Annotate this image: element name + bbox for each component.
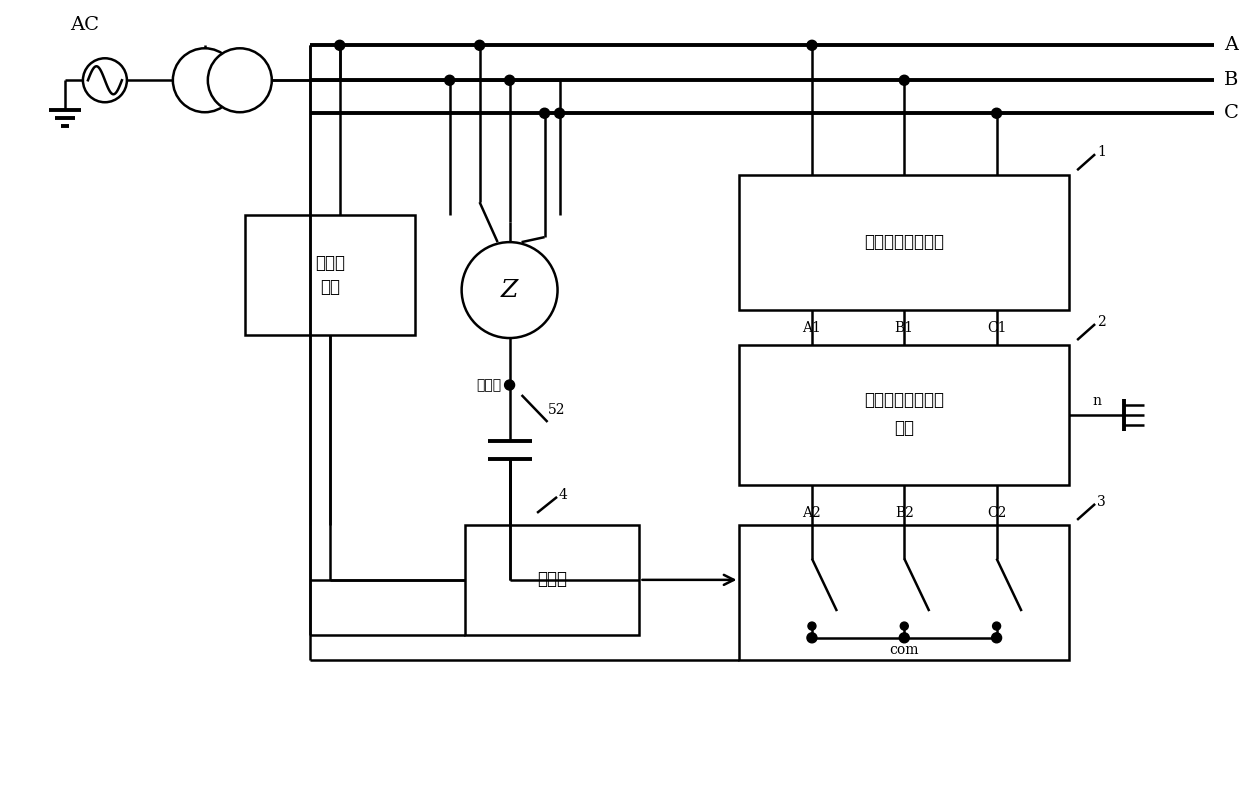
Circle shape (991, 633, 1001, 643)
Circle shape (901, 622, 908, 630)
Text: A2: A2 (803, 506, 821, 520)
Text: 感器: 感器 (320, 278, 339, 295)
Text: C1: C1 (986, 321, 1006, 334)
Circle shape (173, 48, 237, 112)
Text: 偿器: 偿器 (895, 421, 914, 438)
Circle shape (462, 242, 558, 338)
Circle shape (900, 633, 909, 643)
Circle shape (807, 40, 817, 50)
Circle shape (807, 633, 817, 643)
Text: B1: B1 (895, 321, 914, 334)
Circle shape (504, 380, 514, 390)
Text: 2: 2 (1097, 315, 1106, 329)
Text: 相供电电源相位补: 相供电电源相位补 (865, 393, 944, 410)
Circle shape (555, 108, 565, 118)
Circle shape (504, 75, 514, 86)
Text: 中性点: 中性点 (477, 378, 502, 392)
Circle shape (475, 40, 484, 50)
Text: 3: 3 (1097, 495, 1106, 509)
Circle shape (900, 75, 909, 86)
Text: 4: 4 (559, 488, 567, 502)
Circle shape (445, 75, 455, 86)
Text: 相供电电源产生器: 相供电电源产生器 (865, 234, 944, 251)
Circle shape (208, 48, 271, 112)
Bar (465, 525, 639, 635)
Text: C: C (1224, 104, 1239, 122)
Text: A1: A1 (803, 321, 821, 334)
Text: n: n (1093, 394, 1101, 408)
Text: A: A (1224, 36, 1238, 54)
Text: 控制器: 控制器 (536, 571, 567, 588)
Circle shape (539, 108, 550, 118)
Text: B: B (1224, 71, 1239, 90)
Bar (740, 525, 1069, 660)
Circle shape (991, 108, 1001, 118)
Text: Z: Z (501, 278, 518, 302)
Text: com: com (890, 642, 919, 657)
Text: C2: C2 (987, 506, 1006, 520)
Circle shape (335, 40, 344, 50)
Bar (740, 345, 1069, 485)
Text: B2: B2 (895, 506, 913, 520)
Text: 1: 1 (1097, 145, 1106, 159)
FancyArrowPatch shape (642, 575, 733, 585)
Circle shape (808, 622, 817, 630)
Text: AC: AC (69, 16, 99, 34)
Text: 52: 52 (548, 403, 565, 417)
Text: 电压互: 电压互 (315, 254, 344, 272)
Bar (245, 215, 415, 335)
Bar (740, 175, 1069, 310)
Circle shape (992, 622, 1001, 630)
